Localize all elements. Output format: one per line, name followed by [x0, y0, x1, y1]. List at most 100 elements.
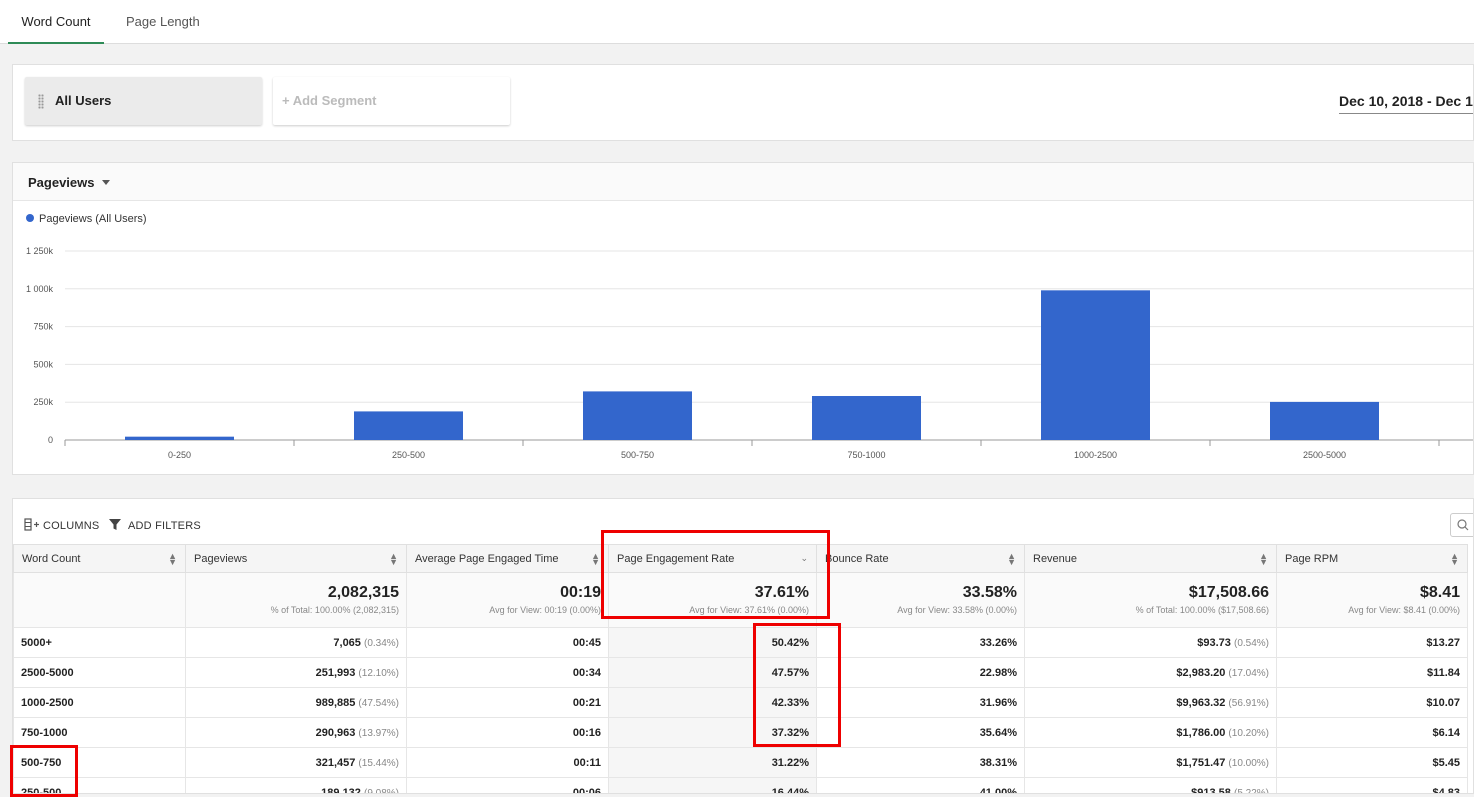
table-cell: 31.96%: [816, 687, 1025, 718]
table-row[interactable]: 1000-2500 989,885 (47.54%) 00:21 42.33% 31.9…: [13, 687, 1468, 718]
table-cell: 251,993 (12.10%): [185, 657, 407, 688]
y-tick-label: 250k: [33, 397, 53, 407]
table-cell: 5000+: [13, 627, 186, 658]
sort-icon[interactable]: ▲ ▼: [1007, 551, 1016, 567]
x-tick-label: 500-750: [621, 450, 654, 460]
sort-icon[interactable]: ▲ ▼: [168, 551, 177, 567]
segment-all-users[interactable]: All Users: [25, 77, 262, 125]
table-cell: 00:16: [406, 717, 609, 748]
column-header-word-count[interactable]: Word Count ▲ ▼: [13, 544, 186, 573]
report-table: Word Count ▲ ▼ Pageviews ▲ ▼ Average Page En…: [13, 544, 1468, 793]
column-header-page-rpm[interactable]: Page RPM ▲ ▼: [1276, 544, 1468, 573]
column-header-pageviews[interactable]: Pageviews ▲ ▼: [185, 544, 407, 573]
sort-icon[interactable]: ▲ ▼: [1259, 551, 1268, 567]
chart-bar: [125, 436, 234, 440]
chart-bar: [583, 391, 692, 440]
table-cell: $10.07: [1276, 687, 1468, 718]
column-header-engagement-rate[interactable]: Page Engagement Rate ⌄: [608, 544, 817, 573]
table-search-button[interactable]: [1450, 513, 1473, 537]
table-row[interactable]: 750-1000 290,963 (13.97%) 00:16 37.32% 35.64…: [13, 717, 1468, 748]
table-cell: 41.00%: [816, 777, 1025, 793]
table-cell: 290,963 (13.97%): [185, 717, 407, 748]
sort-icon[interactable]: ▲ ▼: [591, 551, 600, 567]
y-tick-label: 1 250k: [26, 246, 54, 256]
sort-icon[interactable]: ▲ ▼: [1450, 551, 1459, 567]
table-cell: 42.33%: [608, 687, 817, 718]
chevron-down-icon[interactable]: [102, 180, 110, 185]
table-header-row: Word Count ▲ ▼ Pageviews ▲ ▼ Average Page En…: [13, 544, 1468, 573]
segment-label: All Users: [55, 93, 112, 108]
total-cell: [13, 572, 186, 628]
bar-chart: 0 250k 500k 750k 1 000k 1 250k 0-250 250-500 500…: [26, 246, 1473, 460]
legend-dot-icon: [26, 214, 34, 222]
table-cell: 38.31%: [816, 747, 1025, 778]
table-cell: $11.84: [1276, 657, 1468, 688]
table-cell: $4.83: [1276, 777, 1468, 793]
x-tick-label: 2500-5000: [1303, 450, 1346, 460]
table-cell: $5.45: [1276, 747, 1468, 778]
date-range-picker[interactable]: Dec 10, 2018 - Dec 1: [1339, 93, 1473, 114]
table-cell: $1,786.00 (10.20%): [1024, 717, 1277, 748]
table-cell: 00:34: [406, 657, 609, 688]
table-cell: 7,065 (0.34%): [185, 627, 407, 658]
filter-icon: [109, 519, 121, 530]
table-cell: 1000-2500: [13, 687, 186, 718]
x-tick-label: 750-1000: [847, 450, 885, 460]
table-cell: 16.44%: [608, 777, 817, 793]
columns-button[interactable]: COLUMNS: [24, 518, 99, 532]
sort-desc-icon[interactable]: ⌄: [800, 553, 808, 563]
highlight-box: [10, 745, 78, 797]
drag-handle-icon[interactable]: [38, 94, 44, 109]
total-cell: 33.58% Avg for View: 33.58% (0.00%): [816, 572, 1025, 628]
table-cell: 47.57%: [608, 657, 817, 688]
table-cell: 321,457 (15.44%): [185, 747, 407, 778]
table-row[interactable]: 2500-5000 251,993 (12.10%) 00:34 47.57% 22.9…: [13, 657, 1468, 688]
table-cell: 750-1000: [13, 717, 186, 748]
column-header-revenue[interactable]: Revenue ▲ ▼: [1024, 544, 1277, 573]
table-cell: $2,983.20 (17.04%): [1024, 657, 1277, 688]
column-header-bounce-rate[interactable]: Bounce Rate ▲ ▼: [816, 544, 1025, 573]
tab-page-length[interactable]: Page Length: [126, 14, 200, 29]
total-cell: 2,082,315% of Total: 100.00% (2,082,315): [185, 572, 407, 628]
table-cell: 189,132 (9.08%): [185, 777, 407, 793]
sort-icon[interactable]: ▲ ▼: [389, 551, 398, 567]
chart-panel: Pageviews Pageviews (All Users) 0 250k 500…: [12, 162, 1474, 475]
columns-label: COLUMNS: [43, 520, 100, 532]
table-body: 5000+ 7,065 (0.34%) 00:45 50.42% 33.26% $93.7…: [13, 627, 1468, 793]
table-cell: 00:45: [406, 627, 609, 658]
metric-dropdown[interactable]: Pageviews: [28, 175, 95, 190]
report-tabs: Word Count Page Length: [0, 0, 1474, 44]
add-filters-button[interactable]: ADD FILTERS: [108, 518, 201, 532]
table-cell: 31.22%: [608, 747, 817, 778]
table-cell: $6.14: [1276, 717, 1468, 748]
legend-label: Pageviews (All Users): [39, 213, 147, 225]
y-tick-label: 750k: [33, 322, 53, 332]
table-cell: 00:21: [406, 687, 609, 718]
table-cell: 989,885 (47.54%): [185, 687, 407, 718]
table-row[interactable]: 500-750 321,457 (15.44%) 00:11 31.22% 38.31%…: [13, 747, 1468, 778]
filters-label: ADD FILTERS: [128, 520, 201, 532]
column-header-engaged-time[interactable]: Average Page Engaged Time ▲ ▼: [406, 544, 609, 573]
add-segment-button[interactable]: + Add Segment: [273, 77, 510, 125]
y-tick-label: 500k: [33, 359, 53, 369]
table-cell: 37.32%: [608, 717, 817, 748]
table-cell: 50.42%: [608, 627, 817, 658]
table-row[interactable]: 250-500 189,132 (9.08%) 00:06 16.44% 41.00% $…: [13, 777, 1468, 793]
tab-word-count[interactable]: Word Count: [8, 0, 104, 44]
y-tick-label: 0: [48, 435, 53, 445]
table-cell: 00:06: [406, 777, 609, 793]
segment-panel: All Users + Add Segment Dec 10, 2018 - D…: [12, 64, 1474, 141]
chart-bar: [1270, 401, 1379, 440]
highlight-box: [601, 530, 830, 619]
chart-bar: [354, 411, 463, 440]
table-row[interactable]: 5000+ 7,065 (0.34%) 00:45 50.42% 33.26% $93.7…: [13, 627, 1468, 658]
chart-bar: [1041, 290, 1150, 440]
table-cell: 2500-5000: [13, 657, 186, 688]
table-cell: $93.73 (0.54%): [1024, 627, 1277, 658]
y-tick-label: 1 000k: [26, 284, 54, 294]
chart-bar: [812, 396, 921, 440]
total-cell: $8.41 Avg for View: $8.41 (0.00%): [1276, 572, 1468, 628]
x-tick-label: 0-250: [168, 450, 191, 460]
table-cell: 22.98%: [816, 657, 1025, 688]
totals-row: 2,082,315% of Total: 100.00% (2,082,315)…: [13, 572, 1468, 628]
